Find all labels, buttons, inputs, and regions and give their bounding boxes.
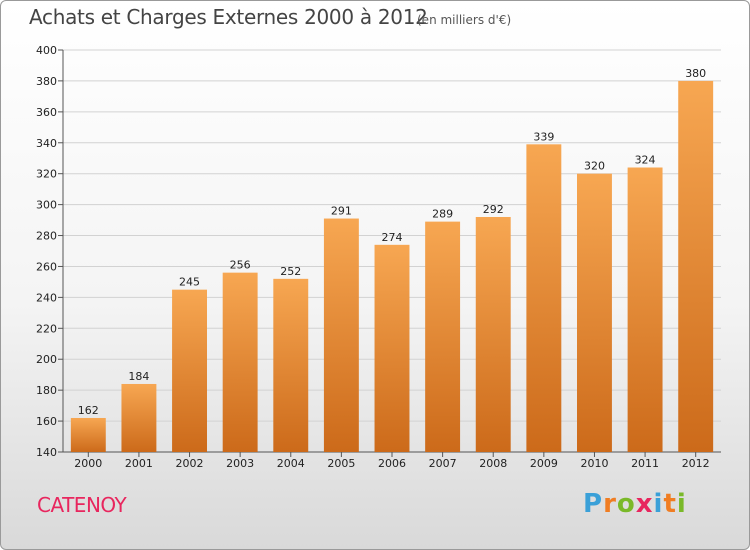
- data-label-2001: 184: [128, 370, 149, 383]
- y-tick-label: 240: [36, 291, 57, 304]
- axes: 140 160 180 200 220 240 260 280 300 320 340 360 380 4…: [36, 44, 721, 470]
- y-tick-label: 280: [36, 230, 57, 243]
- bar-2012: [678, 80, 714, 452]
- y-tick-label: 300: [36, 199, 57, 212]
- data-label-2000: 162: [78, 404, 99, 417]
- x-tick-label-2012: 2012: [682, 457, 710, 470]
- y-tick-label: 320: [36, 168, 57, 181]
- y-tick-label: 260: [36, 260, 57, 273]
- x-tick-label-2010: 2010: [580, 457, 608, 470]
- y-tick-label: 220: [36, 322, 57, 335]
- city-name: CATENOY: [37, 493, 127, 517]
- x-tick-label-2003: 2003: [226, 457, 254, 470]
- bar-2000: [70, 417, 106, 452]
- bar-2006: [374, 244, 410, 452]
- logo-letter: P: [583, 489, 604, 519]
- data-label-2012: 380: [685, 67, 706, 80]
- x-tick-label-2008: 2008: [479, 457, 507, 470]
- x-tick-label-2000: 2000: [74, 457, 102, 470]
- bar-2007: [425, 221, 461, 452]
- x-tick-label-2007: 2007: [429, 457, 457, 470]
- x-tick-label-2011: 2011: [631, 457, 659, 470]
- bar-2011: [627, 167, 663, 452]
- data-label-2005: 291: [331, 205, 352, 218]
- logo-letter: o: [616, 489, 636, 519]
- bar-2009: [526, 144, 562, 453]
- y-tick-label: 180: [36, 384, 57, 397]
- x-tick-label-2002: 2002: [176, 457, 204, 470]
- data-label-2004: 252: [280, 265, 301, 278]
- logo-letter: i: [676, 489, 687, 519]
- y-tick-label: 160: [36, 415, 57, 428]
- x-tick-label-2009: 2009: [530, 457, 558, 470]
- bar-2001: [121, 383, 157, 452]
- y-tick-label: 340: [36, 137, 57, 150]
- y-tick-label: 200: [36, 353, 57, 366]
- data-label-2002: 245: [179, 276, 200, 289]
- chart-subtitle: (en milliers d'€): [417, 13, 512, 27]
- data-label-2008: 292: [483, 203, 504, 216]
- logo-letter: r: [603, 489, 617, 519]
- y-tick-label: 360: [36, 106, 57, 119]
- data-label-2006: 274: [382, 231, 403, 244]
- bar-2002: [172, 289, 208, 452]
- x-tick-label-2006: 2006: [378, 457, 406, 470]
- logo-letter: x: [635, 489, 654, 519]
- data-label-2003: 256: [230, 259, 251, 272]
- y-tick-label: 380: [36, 75, 57, 88]
- x-tick-label-2005: 2005: [327, 457, 355, 470]
- data-label-2011: 324: [635, 154, 656, 167]
- data-label-2010: 320: [584, 160, 605, 173]
- bars: [70, 80, 714, 453]
- logo-letter: i: [653, 489, 664, 519]
- chart-title: Achats et Charges Externes 2000 à 2012: [29, 5, 428, 29]
- bar-2010: [576, 173, 612, 452]
- y-tick-label: 140: [36, 446, 57, 459]
- bar-2005: [323, 218, 359, 452]
- x-tick-label-2001: 2001: [125, 457, 153, 470]
- bar-2008: [475, 216, 511, 452]
- data-label-2009: 339: [533, 130, 554, 143]
- y-tick-label: 400: [36, 44, 57, 57]
- bar-2003: [222, 272, 258, 452]
- data-label-2007: 289: [432, 208, 453, 221]
- labels: 162 184 245 256 252 291 274 289 292 339 320 324 380: [78, 67, 706, 417]
- proxiti-logo: Proxiti: [583, 489, 687, 519]
- bar-2004: [273, 278, 309, 452]
- logo-letter: t: [663, 489, 677, 519]
- x-tick-label-2004: 2004: [277, 457, 305, 470]
